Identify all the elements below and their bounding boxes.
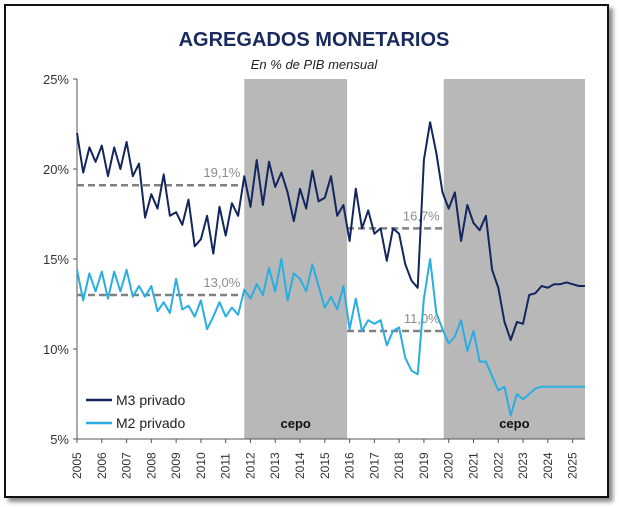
y-tick-label: 5% (50, 432, 69, 447)
y-tick-label: 20% (43, 162, 69, 177)
x-tick-label: 2021 (466, 452, 480, 479)
cepo-label-1: cepo (281, 416, 311, 431)
x-tick-label: 2014 (293, 452, 307, 479)
x-tick-label: 2008 (144, 452, 158, 479)
series-lines (76, 121, 585, 417)
y-tick-label: 10% (43, 342, 69, 357)
x-tick-label: 2023 (516, 452, 530, 479)
x-tick-label: 2007 (120, 452, 134, 479)
x-tick-label: 2011 (219, 453, 233, 479)
m2-series-line (76, 258, 585, 417)
x-tick-label: 2022 (491, 452, 505, 479)
x-tick-label: 2024 (541, 452, 555, 479)
cepo-label-2: cepo (499, 416, 529, 431)
legend: M3 privado M2 privado (86, 392, 185, 431)
x-tick-label: 2009 (169, 452, 183, 479)
x-tick-label: 2010 (194, 452, 208, 479)
reference-label-1: 19,1% (203, 165, 240, 180)
x-tick-label: 2006 (95, 452, 109, 479)
m3-series-line (76, 121, 585, 341)
y-tick-label: 25% (43, 72, 69, 87)
x-tick-label: 2012 (243, 452, 257, 479)
x-tick-label: 2016 (343, 452, 357, 479)
y-tick-label: 15% (43, 252, 69, 267)
x-tick-label: 2018 (392, 452, 406, 479)
x-tick-label: 2013 (268, 452, 282, 479)
x-tick-label: 2017 (367, 452, 381, 479)
cepo-band-2 (443, 79, 585, 439)
cepo-band-1 (244, 79, 348, 439)
x-tick-label: 2015 (318, 452, 332, 479)
legend-label-1: M3 privado (116, 392, 185, 408)
x-tick-label: 2020 (442, 452, 456, 479)
reference-label-3: 13,0% (203, 275, 240, 290)
axes: 25% 20% 15% 10% 5%2005 2006 2007 2008 2009 2010 20… (43, 72, 585, 479)
chart-subtitle: En % de PIB mensual (251, 57, 379, 72)
x-tick-label: 2019 (417, 452, 431, 479)
x-tick-label: 2005 (70, 452, 84, 479)
chart-title: AGREGADOS MONETARIOS (179, 29, 450, 51)
legend-label-2: M2 privado (116, 415, 185, 431)
shaded-periods: cepo cepo (244, 79, 585, 439)
x-tick-label: 2025 (566, 452, 580, 479)
